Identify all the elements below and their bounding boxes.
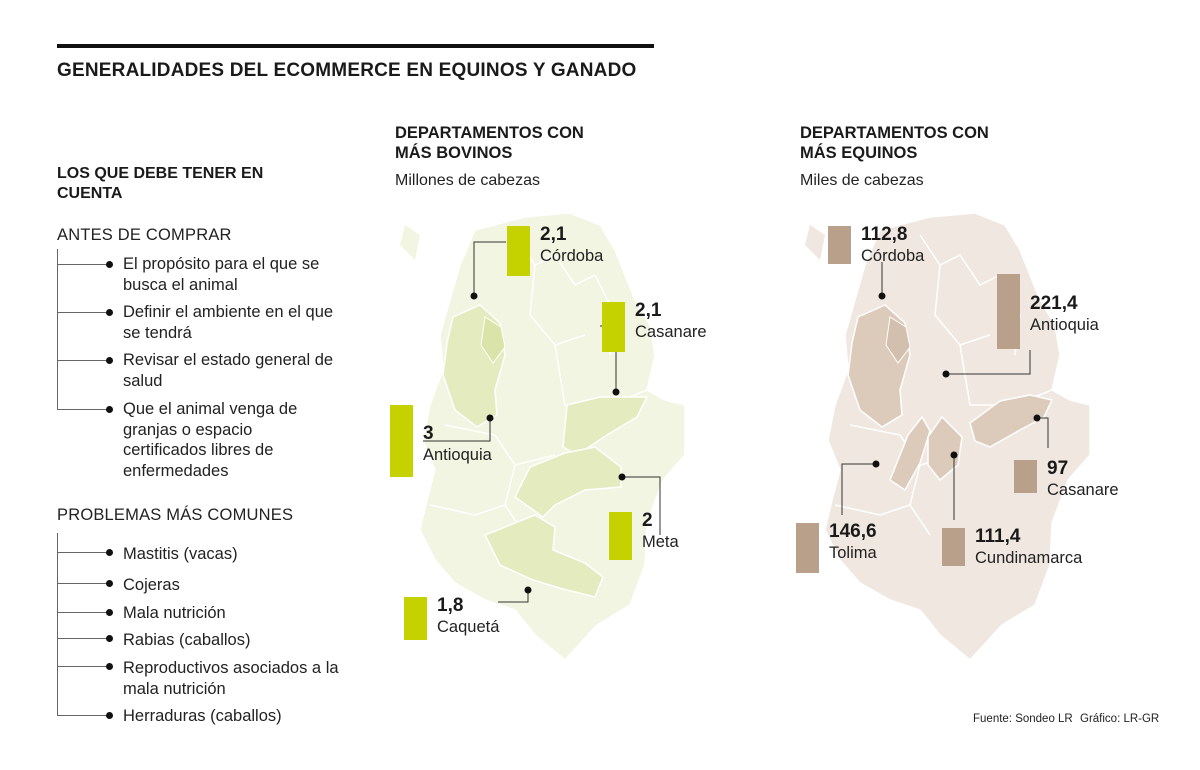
leader-dot <box>486 414 494 422</box>
region-cordoba <box>885 316 911 364</box>
category-label: Casanare <box>1047 481 1119 499</box>
problems-tree-line <box>57 533 58 715</box>
top-rule <box>57 44 654 48</box>
tree-branch <box>57 638 109 639</box>
category-label: Tolima <box>829 544 877 562</box>
list-item: El propósito para el que se busca el ani… <box>123 255 320 294</box>
region-casanare <box>969 394 1054 448</box>
bar-cundinamarca <box>942 528 965 566</box>
list-item: Revisar el estado general de salud <box>123 351 334 390</box>
tree-branch <box>57 612 109 613</box>
bullet-dot <box>106 357 113 364</box>
tree-branch <box>57 583 109 584</box>
value-label: 3 <box>423 423 434 445</box>
category-label: Cundinamarca <box>975 549 1083 567</box>
value-label: 1,8 <box>437 595 464 616</box>
bar-caquet <box>404 597 427 640</box>
tree-branch <box>57 360 109 361</box>
bullet-dot <box>106 609 113 616</box>
category-label: Casanare <box>635 323 707 341</box>
credit-note: Gráfico: LR-GR <box>1080 713 1160 725</box>
bullet-dot <box>106 635 113 642</box>
bar-crdoba <box>507 226 530 276</box>
leader-dot <box>872 460 880 468</box>
source-note: Fuente: Sondeo LR <box>973 713 1073 725</box>
bullet-dot <box>106 712 113 719</box>
bar-meta <box>609 512 632 560</box>
before-tree-line <box>57 249 58 409</box>
bullet-dot <box>106 406 113 413</box>
bar-tolima <box>796 523 819 573</box>
value-label: 111,4 <box>975 526 1021 547</box>
equine-chart-subtitle: Miles de cabezas <box>800 172 924 189</box>
bullet-dot <box>106 261 113 268</box>
bar-casanare <box>602 302 625 352</box>
colombia-map-equine <box>805 212 1090 662</box>
category-label: Caquetá <box>437 618 500 636</box>
left-heading: LOS QUE DEBE TENER EN CUENTA <box>57 165 264 202</box>
leader-dot <box>878 292 886 300</box>
leader-dot <box>1033 414 1041 422</box>
category-label: Córdoba <box>540 247 604 265</box>
region-cordoba <box>480 316 506 364</box>
leader-dot <box>470 292 478 300</box>
tree-branch <box>57 715 109 716</box>
value-label: 146,6 <box>829 521 877 542</box>
before-buying-title: ANTES DE COMPRAR <box>57 226 232 244</box>
tree-branch <box>57 552 109 553</box>
bullet-dot <box>106 663 113 670</box>
page-title: GENERALIDADES DEL ECOMMERCE EN EQUINOS Y… <box>57 60 637 81</box>
bar-crdoba <box>828 226 851 264</box>
value-label: 221,4 <box>1030 293 1078 314</box>
leader-dot <box>950 451 958 459</box>
list-item: Mala nutrición <box>123 604 226 622</box>
tree-branch <box>57 409 109 410</box>
region-tolima <box>889 415 931 492</box>
bovine-chart-subtitle: Millones de cabezas <box>395 172 540 189</box>
tree-branch <box>57 312 109 313</box>
list-item: Definir el ambiente en el que se tendrá <box>123 303 334 342</box>
bullet-dot <box>106 549 113 556</box>
category-label: Córdoba <box>861 247 925 265</box>
list-item: Reproductivos asociados a la mala nutric… <box>123 659 339 698</box>
value-label: 2,1 <box>540 224 567 245</box>
list-item: Rabias (caballos) <box>123 631 251 649</box>
bar-antioquia <box>997 274 1020 349</box>
bovine-chart-title: DEPARTAMENTOS CON MÁS BOVINOS <box>395 124 584 162</box>
leader-dot <box>612 388 620 396</box>
leader-dot <box>618 473 626 481</box>
problems-title: PROBLEMAS MÁS COMUNES <box>57 506 294 524</box>
region-caqueta <box>483 514 604 598</box>
region-meta <box>514 446 622 518</box>
list-item: Herraduras (caballos) <box>123 707 282 725</box>
bullet-dot <box>106 580 113 587</box>
category-label: Antioquia <box>423 446 492 465</box>
leader-dot <box>524 586 532 594</box>
tree-branch <box>57 666 109 667</box>
leader-dot <box>942 370 950 378</box>
list-item: Que el animal venga de granjas o espacio… <box>123 400 298 480</box>
value-label: 2,1 <box>635 300 662 321</box>
tree-branch <box>57 264 109 265</box>
category-label: Antioquia <box>1030 316 1099 334</box>
list-item: Mastitis (vacas) <box>123 545 238 563</box>
bar-casanare <box>1014 460 1037 493</box>
value-label: 112,8 <box>861 224 908 245</box>
category-label: Meta <box>642 533 679 551</box>
list-item: Cojeras <box>123 576 180 594</box>
value-label: 2 <box>642 510 653 531</box>
region-casanare <box>562 396 649 456</box>
equine-chart-title: DEPARTAMENTOS CON MÁS EQUINOS <box>800 124 989 162</box>
bullet-dot <box>106 309 113 316</box>
value-label: 97 <box>1047 458 1069 479</box>
bar-antioquia <box>390 405 413 477</box>
